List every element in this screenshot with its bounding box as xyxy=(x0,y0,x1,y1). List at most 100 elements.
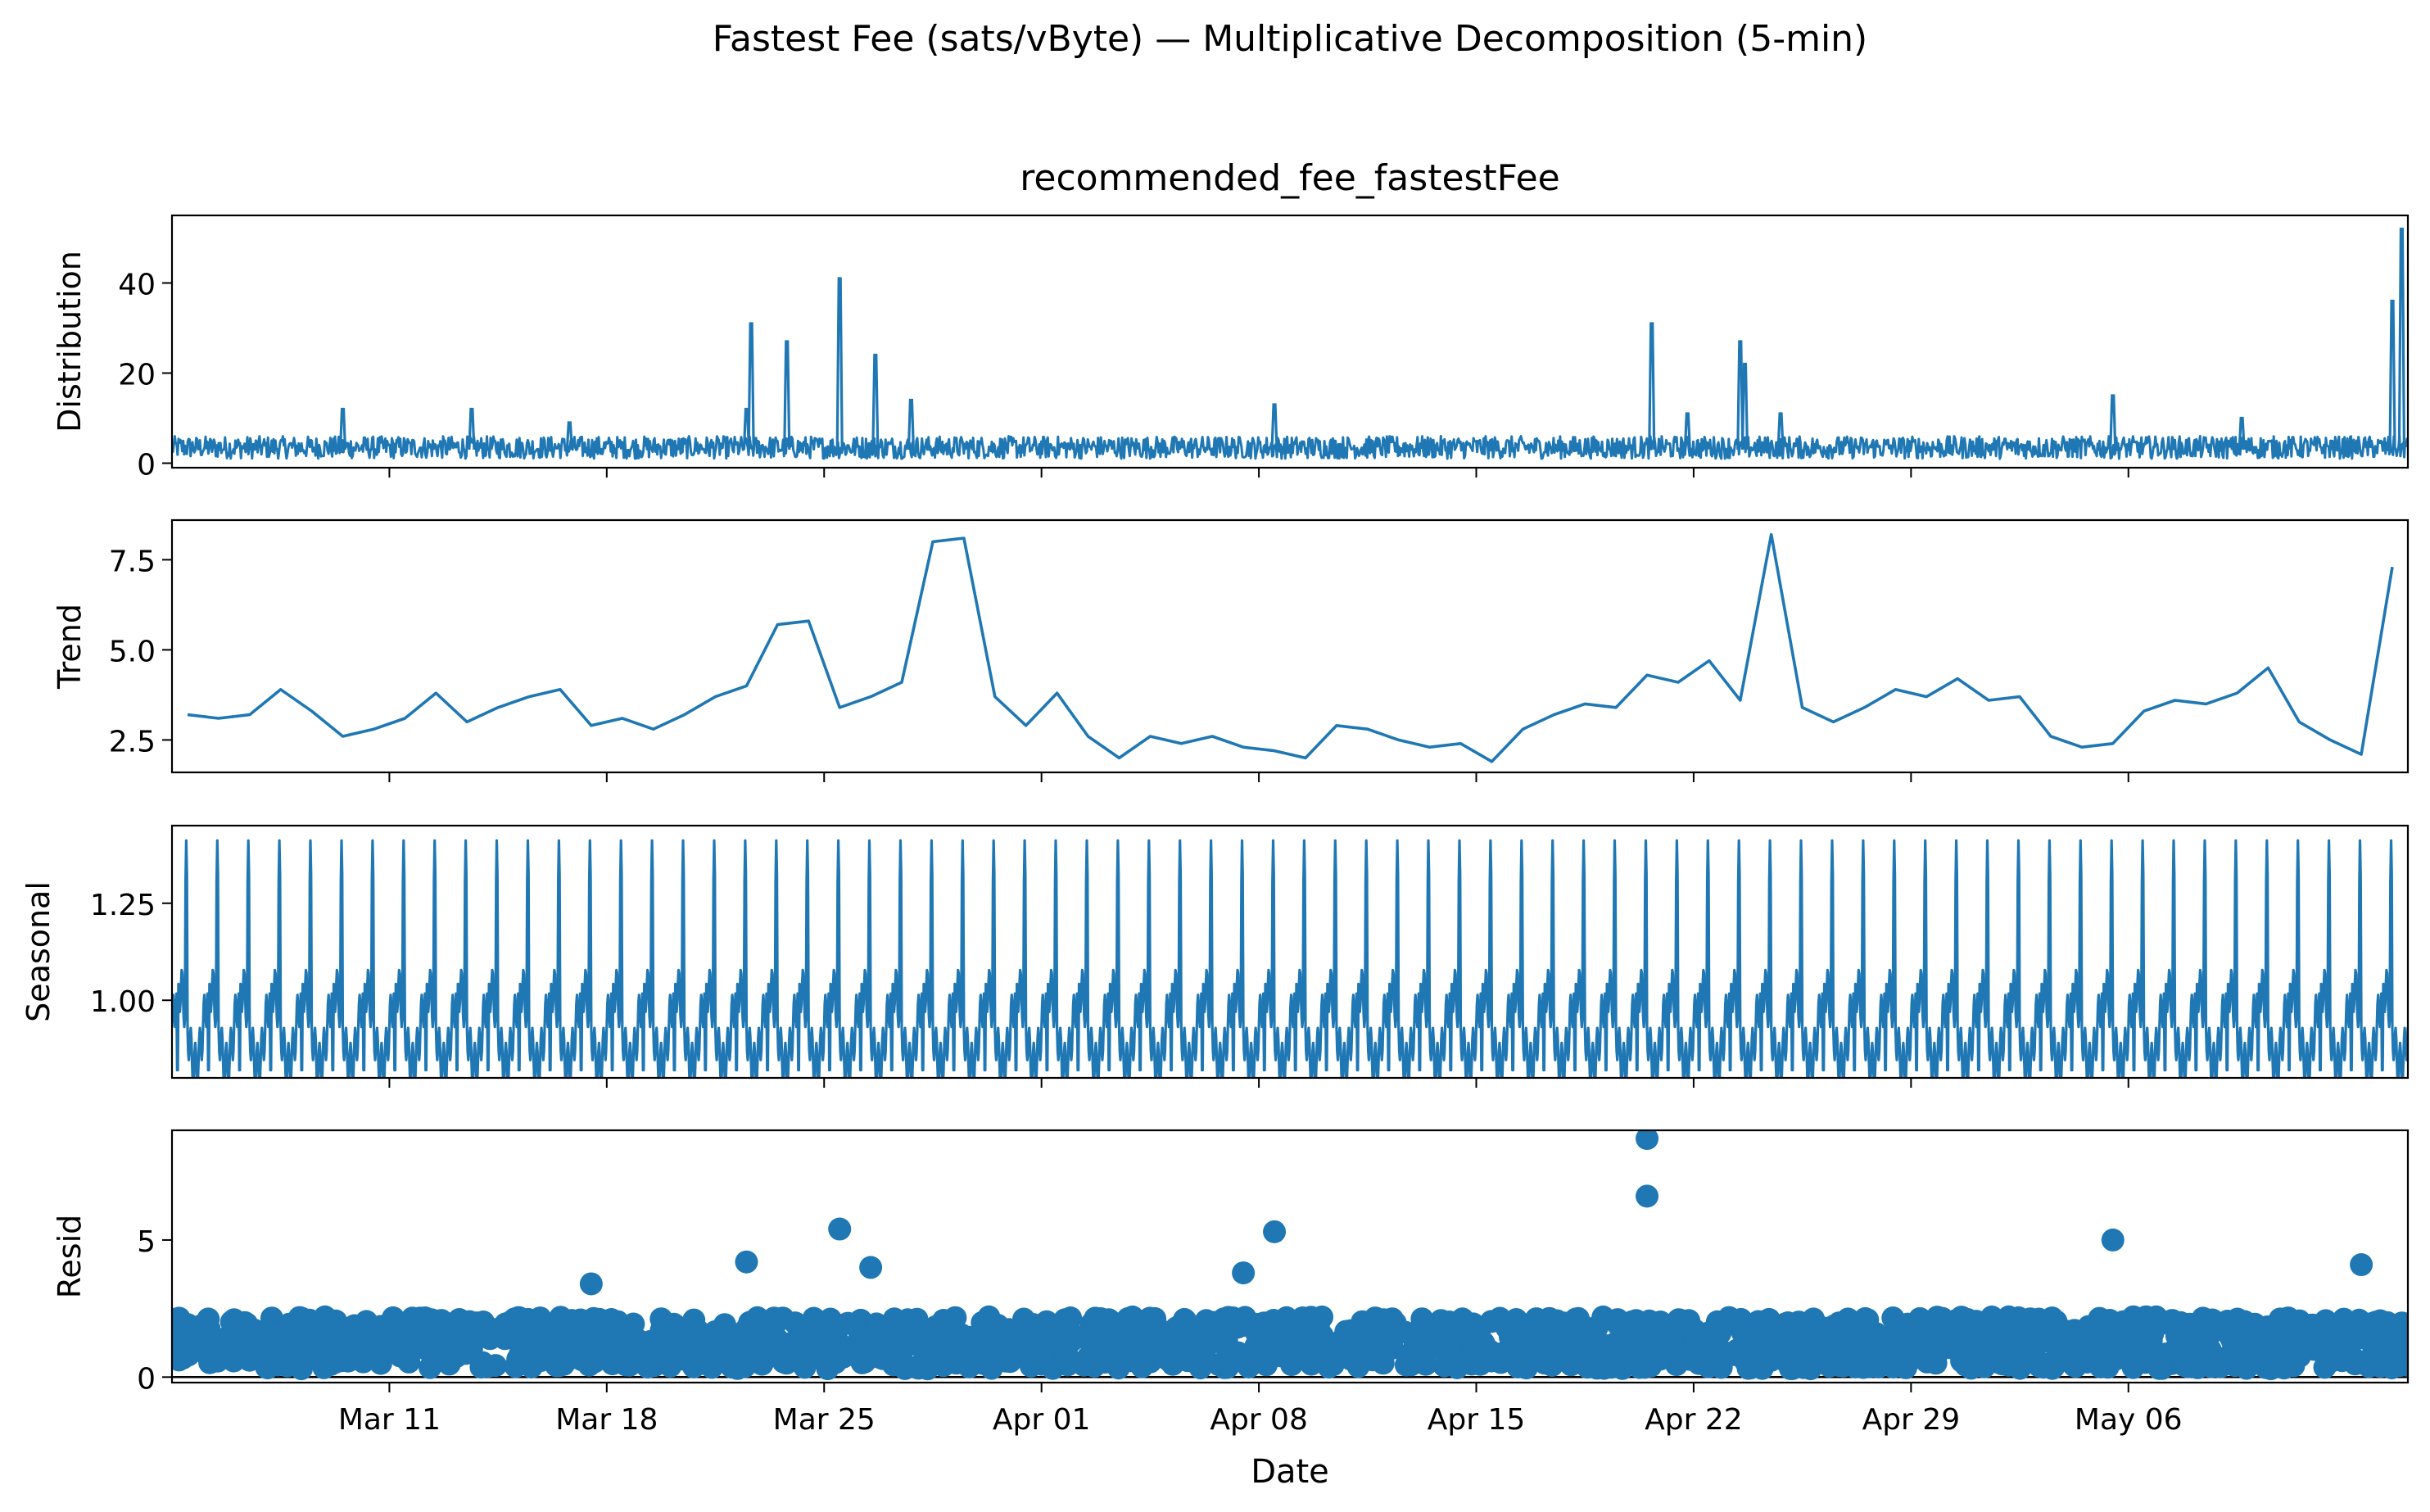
plot-area xyxy=(187,532,2394,763)
resid-point xyxy=(1334,1323,1358,1347)
resid-point xyxy=(410,1331,434,1355)
resid-point xyxy=(1850,1314,1874,1338)
resid-point xyxy=(2040,1306,2064,1330)
resid-point xyxy=(1372,1308,1396,1332)
resid-point xyxy=(1423,1319,1446,1342)
x-tick-label: May 06 xyxy=(2075,1403,2183,1437)
resid-point xyxy=(2201,1308,2224,1332)
resid-point xyxy=(2098,1309,2122,1332)
distribution-line xyxy=(172,435,2408,460)
distribution-spike xyxy=(468,407,476,450)
y-tick-label: 1.00 xyxy=(90,985,156,1019)
resid-point xyxy=(1176,1349,1199,1373)
resid-point xyxy=(2324,1330,2348,1354)
resid-point xyxy=(1982,1333,2006,1356)
plot-area xyxy=(172,1130,2408,1381)
distribution-spike xyxy=(2397,227,2406,450)
resid-point xyxy=(1814,1324,1838,1347)
x-tick-label: Apr 29 xyxy=(1862,1403,1961,1437)
resid-point xyxy=(504,1355,527,1378)
resid-point xyxy=(1014,1315,1038,1339)
y-tick-label: 5.0 xyxy=(109,635,156,668)
distribution-spike xyxy=(1683,412,1691,450)
resid-point xyxy=(1059,1306,1083,1329)
resid-point xyxy=(882,1353,905,1377)
resid-outlier-point xyxy=(859,1256,883,1279)
resid-point xyxy=(2060,1333,2084,1357)
resid-point xyxy=(1533,1351,1557,1375)
resid-outlier-point xyxy=(1636,1184,1659,1208)
resid-point xyxy=(1675,1342,1699,1366)
resid-outlier-point xyxy=(579,1272,603,1296)
resid-point xyxy=(1505,1308,1528,1331)
resid-point xyxy=(1233,1306,1257,1329)
distribution-spike xyxy=(835,277,844,450)
resid-point xyxy=(735,1321,758,1345)
resid-point xyxy=(1881,1356,1905,1378)
distribution-spike xyxy=(1648,322,1656,450)
resid-outlier-point xyxy=(2101,1228,2125,1252)
panel-title: recommended_fee_fastestFee xyxy=(1020,157,1559,199)
distribution-spike xyxy=(747,322,755,450)
resid-point xyxy=(364,1326,387,1350)
resid-point xyxy=(471,1351,494,1374)
resid-point xyxy=(319,1352,342,1376)
resid-point xyxy=(1908,1306,1932,1330)
resid-point xyxy=(438,1337,462,1360)
y-axis-label: Distribution xyxy=(52,251,88,432)
y-axis-label: Seasonal xyxy=(20,881,57,1022)
resid-point xyxy=(2393,1317,2408,1341)
resid-point xyxy=(1459,1352,1483,1376)
resid-point xyxy=(1563,1311,1586,1334)
resid-point xyxy=(570,1348,594,1372)
resid-point xyxy=(245,1326,269,1350)
resid-point xyxy=(2178,1312,2201,1336)
resid-point xyxy=(529,1349,553,1373)
x-tick-label: Apr 01 xyxy=(993,1403,1091,1437)
resid-outlier-point xyxy=(1636,1130,1659,1151)
panel-trend: 2.5 5.0 7.5 Trend xyxy=(52,518,2410,782)
resid-point xyxy=(1606,1346,1630,1369)
resid-point xyxy=(989,1317,1012,1341)
resid-point xyxy=(172,1342,194,1366)
resid-point xyxy=(755,1329,779,1352)
resid-point xyxy=(2147,1356,2171,1380)
resid-point xyxy=(682,1308,706,1332)
resid-point xyxy=(1957,1354,1980,1378)
figure-title: Fastest Fee (sats/vByte) — Multiplicativ… xyxy=(713,18,1867,60)
resid-point xyxy=(504,1325,527,1349)
resid-point xyxy=(1747,1319,1771,1342)
x-tick-label: Mar 25 xyxy=(773,1403,876,1437)
distribution-spike xyxy=(1776,412,1785,450)
resid-point xyxy=(1831,1354,1855,1378)
x-tick-label: Mar 11 xyxy=(338,1403,441,1437)
resid-point xyxy=(1532,1309,1555,1333)
resid-point xyxy=(1445,1315,1468,1338)
resid-point xyxy=(2007,1306,2030,1329)
y-axis-label: Trend xyxy=(52,604,88,690)
resid-point xyxy=(1237,1356,1260,1378)
y-tick-label: 1.25 xyxy=(90,889,156,922)
panel-frame xyxy=(170,214,2410,469)
resid-point xyxy=(282,1333,305,1357)
resid-point xyxy=(1091,1340,1115,1364)
y-tick-label: 2.5 xyxy=(109,725,156,758)
resid-point xyxy=(1647,1312,1671,1336)
distribution-spike xyxy=(338,407,347,450)
resid-point xyxy=(836,1311,860,1335)
x-tick-label: Apr 22 xyxy=(1645,1403,1743,1437)
resid-point xyxy=(1767,1338,1790,1362)
resid-point xyxy=(334,1332,358,1356)
resid-point xyxy=(1173,1317,1197,1341)
x-tick-label: Apr 08 xyxy=(1210,1403,1308,1437)
resid-point xyxy=(2208,1355,2232,1378)
resid-point xyxy=(601,1337,625,1360)
resid-outlier-point xyxy=(2350,1253,2373,1277)
x-tick-label: Mar 18 xyxy=(555,1403,658,1437)
resid-point xyxy=(713,1313,736,1337)
panel-distribution: 0 20 40 Distribution xyxy=(52,214,2410,482)
resid-point xyxy=(558,1309,581,1333)
resid-point xyxy=(1590,1338,1613,1361)
panel-frame xyxy=(170,518,2410,774)
